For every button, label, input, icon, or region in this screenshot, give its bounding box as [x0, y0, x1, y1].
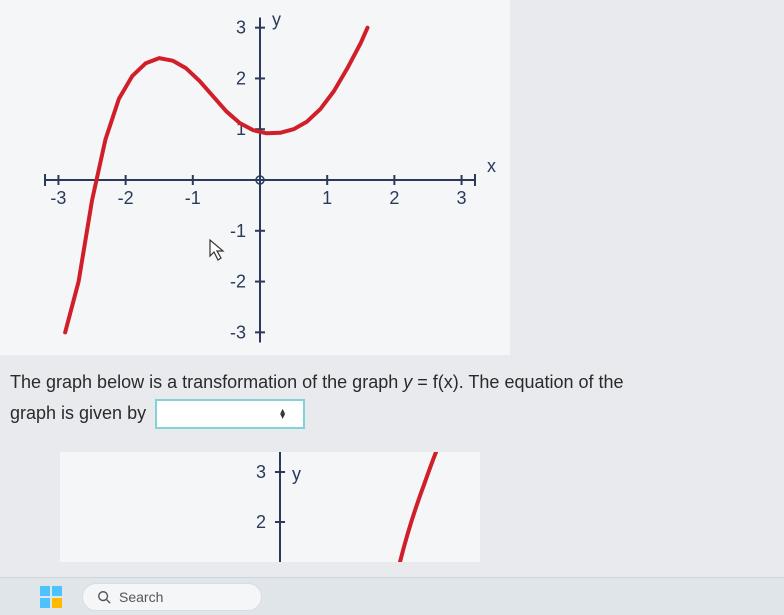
windows-icon-tr	[52, 586, 62, 596]
svg-text:3: 3	[457, 188, 467, 208]
question-line1b: . The equation of the	[459, 372, 624, 392]
eq-rhs: f(x)	[433, 372, 459, 392]
svg-text:2: 2	[236, 68, 246, 88]
svg-text:3: 3	[236, 18, 246, 38]
svg-text:x: x	[487, 156, 496, 176]
windows-icon-tl	[40, 586, 50, 596]
question-text: The graph below is a transformation of t…	[0, 355, 784, 437]
chart-top: -3-2-1123-3-2-1123xy	[0, 0, 510, 355]
question-line1a: The graph below is a transformation of t…	[10, 372, 403, 392]
svg-text:y: y	[292, 464, 301, 484]
svg-text:-2: -2	[118, 188, 134, 208]
taskbar: Search	[0, 577, 784, 615]
windows-icon-br	[52, 598, 62, 608]
windows-icon-bl	[40, 598, 50, 608]
svg-text:-3: -3	[50, 188, 66, 208]
start-button[interactable]	[40, 586, 62, 608]
search-icon	[97, 590, 111, 604]
chevron-updown-icon: ▴▾	[280, 409, 285, 419]
taskbar-search[interactable]: Search	[82, 583, 262, 611]
chart-top-svg: -3-2-1123-3-2-1123xy	[0, 0, 510, 355]
question-line2: graph is given by	[10, 403, 146, 423]
svg-text:-1: -1	[185, 188, 201, 208]
search-placeholder: Search	[119, 589, 163, 605]
svg-text:3: 3	[256, 462, 266, 482]
svg-text:1: 1	[322, 188, 332, 208]
equation-dropdown[interactable]: ▴▾	[155, 399, 305, 429]
chart-bottom-svg: 3 2 y	[60, 452, 480, 562]
eq-eq: =	[412, 372, 433, 392]
svg-text:2: 2	[256, 512, 266, 532]
svg-text:-3: -3	[230, 322, 246, 342]
svg-text:-1: -1	[230, 221, 246, 241]
content-area: -3-2-1123-3-2-1123xy The graph below is …	[0, 0, 784, 562]
chart-bottom: 3 2 y	[60, 452, 480, 562]
eq-lhs: y	[403, 372, 412, 392]
svg-text:y: y	[272, 10, 281, 30]
svg-text:2: 2	[389, 188, 399, 208]
svg-text:-2: -2	[230, 272, 246, 292]
